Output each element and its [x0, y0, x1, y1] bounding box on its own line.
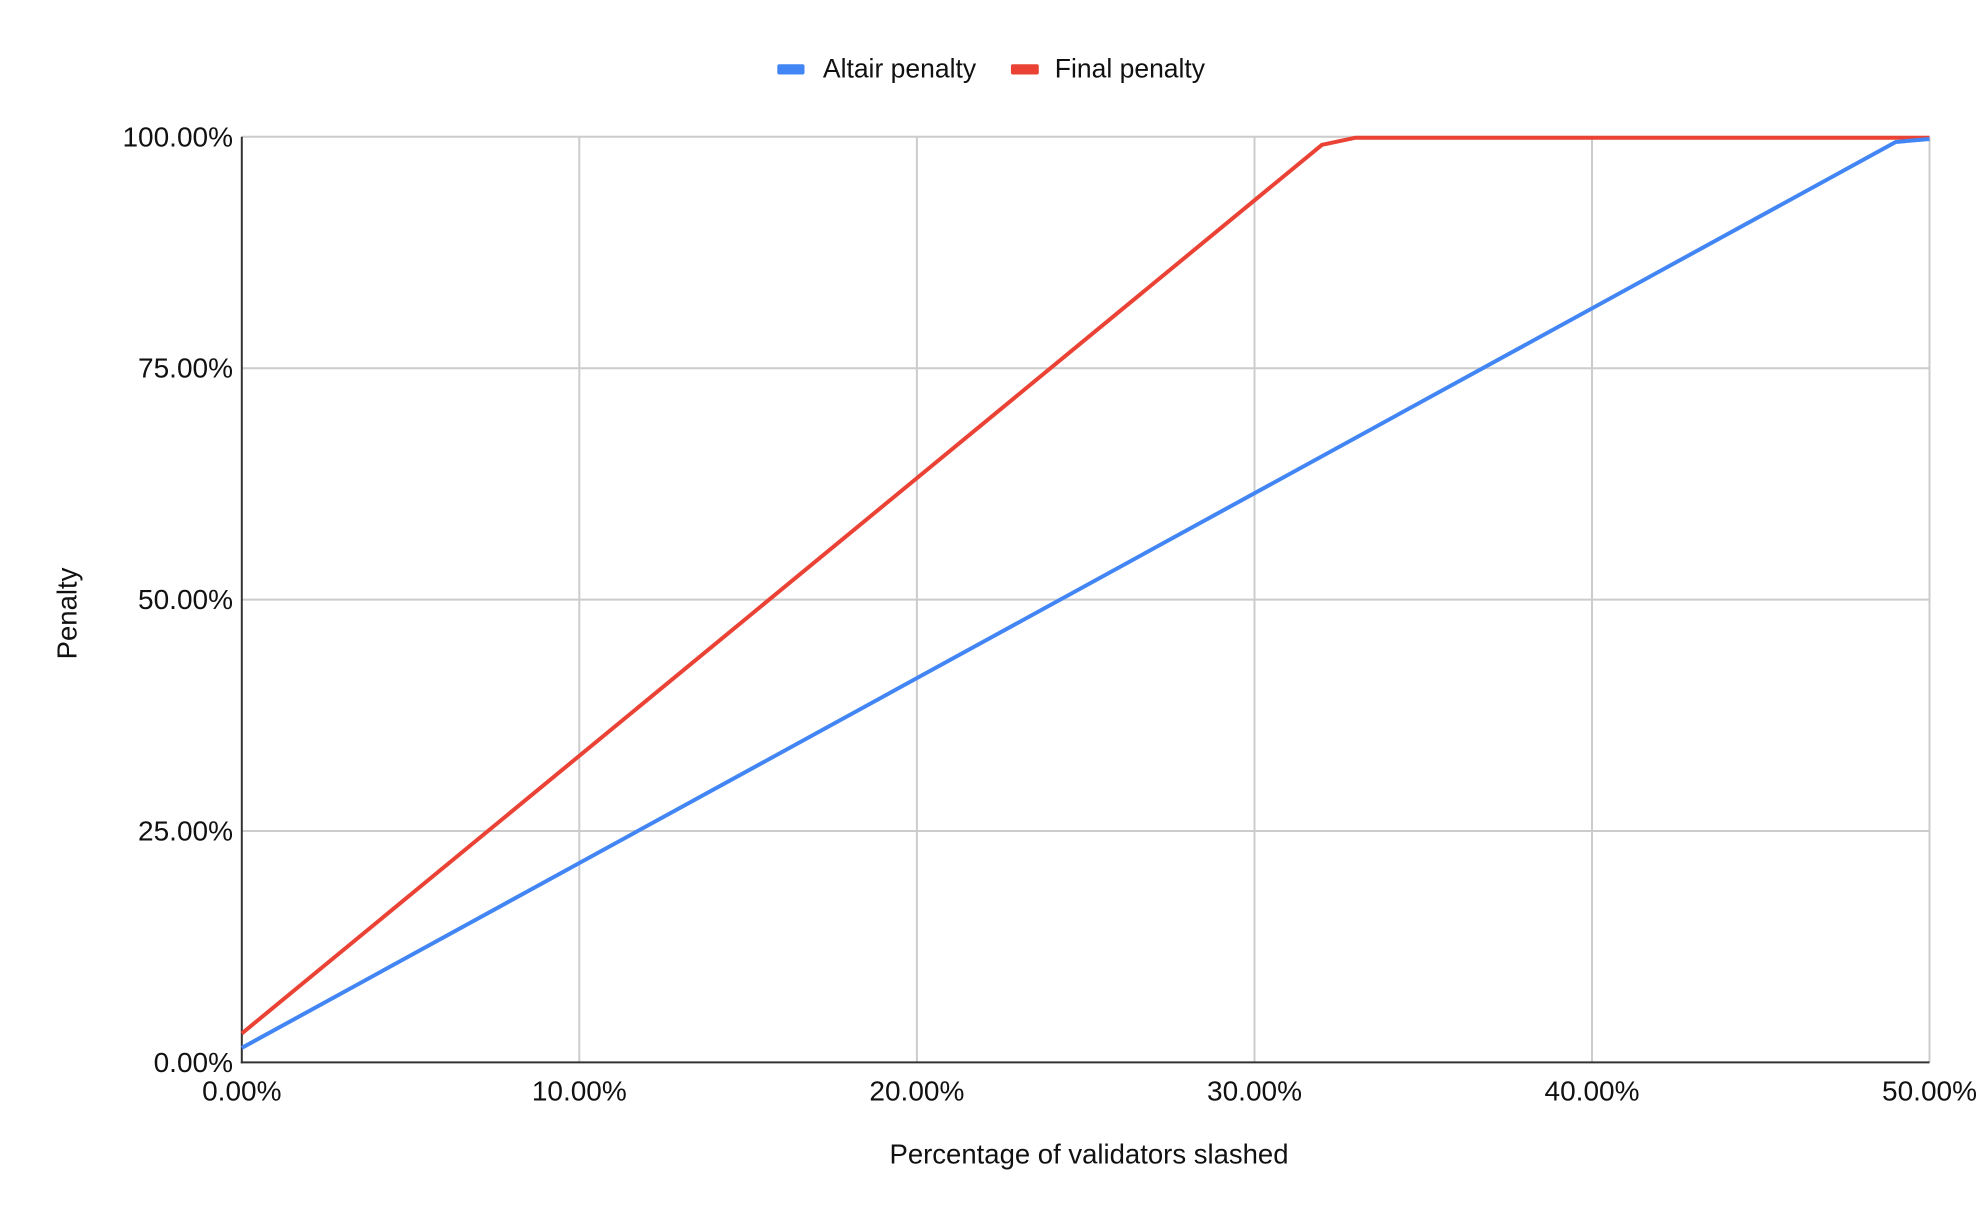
svg-text:40.00%: 40.00%	[1545, 1076, 1640, 1107]
svg-text:10.00%: 10.00%	[532, 1076, 627, 1107]
svg-text:100.00%: 100.00%	[122, 121, 233, 152]
svg-text:Final penalty: Final penalty	[1055, 53, 1206, 83]
svg-text:Altair penalty: Altair penalty	[823, 53, 977, 83]
svg-text:30.00%: 30.00%	[1207, 1076, 1302, 1107]
svg-text:Penalty: Penalty	[52, 567, 83, 659]
svg-text:50.00%: 50.00%	[138, 584, 233, 615]
svg-text:20.00%: 20.00%	[869, 1076, 964, 1107]
svg-text:75.00%: 75.00%	[138, 353, 233, 384]
svg-text:50.00%: 50.00%	[1882, 1076, 1977, 1107]
svg-text:25.00%: 25.00%	[138, 816, 233, 847]
svg-text:0.00%: 0.00%	[154, 1047, 233, 1078]
svg-text:0.00%: 0.00%	[202, 1076, 281, 1107]
svg-text:Percentage of validators slash: Percentage of validators slashed	[890, 1139, 1289, 1170]
